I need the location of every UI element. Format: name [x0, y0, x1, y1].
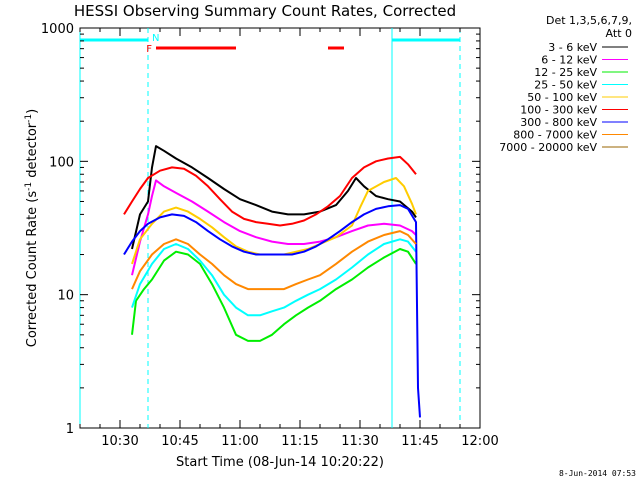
series-line-0: [131, 145, 417, 250]
legend-entry-label: 50 - 100 keV: [527, 91, 597, 104]
generated-timestamp: 8-Jun-2014 07:53: [559, 469, 636, 478]
series-line-7: [131, 230, 417, 291]
y-tick-label: 10: [57, 289, 74, 304]
plot-frame: [79, 27, 481, 429]
legend-entry-label: 800 - 7000 keV: [513, 129, 597, 142]
legend-entry-label: 300 - 800 keV: [520, 116, 597, 129]
x-tick-label: 10:30: [101, 434, 138, 449]
legend-entry-label: 3 - 6 keV: [548, 41, 597, 54]
x-tick-label: 11:15: [281, 434, 318, 449]
x-axis-ticks: 10:30 10:45 11:00 11:15 11:30 11:45 12:00: [79, 28, 499, 449]
night-marker-label: N: [152, 33, 159, 44]
legend-entry-label: 6 - 12 keV: [541, 54, 597, 67]
x-tick-label: 11:45: [401, 434, 438, 449]
x-tick-label: 11:00: [221, 434, 258, 449]
chart-title: HESSI Observing Summary Count Rates, Cor…: [74, 2, 456, 20]
series-lines: [123, 145, 421, 418]
x-axis-label: Start Time (08-Jun-14 10:20:22): [176, 455, 384, 470]
legend-subtitle: Att 0: [606, 27, 632, 40]
series-line-6: [123, 204, 421, 418]
y-axis-label: Corrected Count Rate (s-1 detector-1): [24, 109, 40, 347]
y-tick-label: 1000: [41, 22, 74, 37]
legend-entry-label: 25 - 50 keV: [534, 79, 597, 92]
y-tick-label: 1: [66, 422, 74, 437]
legend-entry-label: 7000 - 20000 keV: [499, 141, 597, 154]
legend-entry-label: 100 - 300 keV: [520, 104, 597, 117]
y-tick-label: 100: [49, 155, 74, 170]
y-axis-ticks: 1 10 100 1000: [41, 22, 480, 437]
series-line-1: [131, 179, 417, 276]
series-line-5: [123, 155, 417, 227]
x-tick-label: 11:30: [341, 434, 378, 449]
legend-entry-label: 12 - 25 keV: [534, 66, 597, 79]
series-line-3: [131, 238, 417, 317]
legend-title: Det 1,3,5,6,7,9,: [546, 14, 632, 27]
x-tick-label: 12:00: [461, 434, 498, 449]
series-line-2: [131, 248, 417, 342]
flare-marker-label: F: [146, 44, 152, 55]
x-tick-label: 10:45: [161, 434, 198, 449]
